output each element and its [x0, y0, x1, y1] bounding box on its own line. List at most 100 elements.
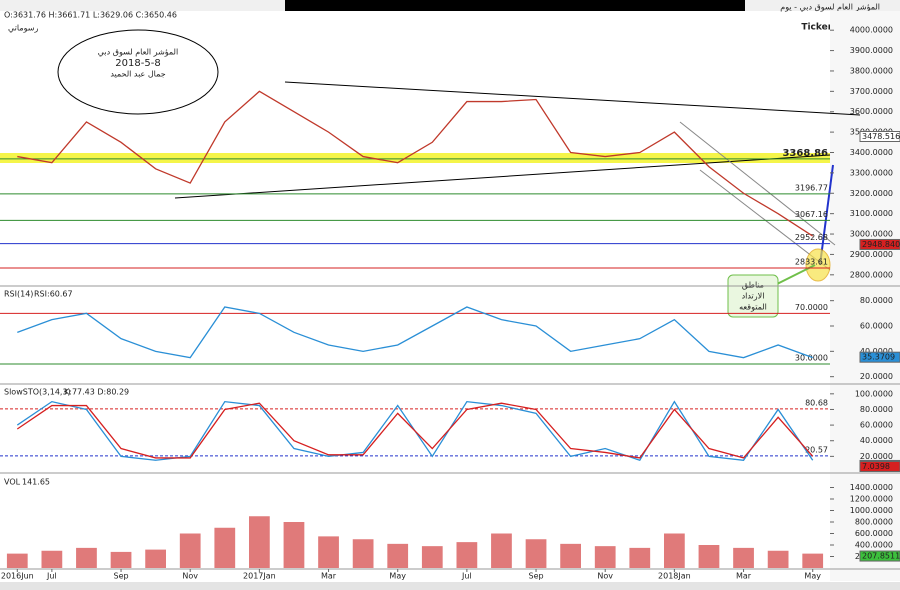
- y-tick-label: 3000.0000: [850, 230, 893, 239]
- pane-subtitle: RSI:60.67: [34, 290, 73, 299]
- y-tick-label: 80.0000: [860, 405, 893, 414]
- y-tick-label: 40.0000: [860, 347, 893, 356]
- x-tick-label: May: [804, 572, 821, 581]
- y-tick-label: 60.0000: [860, 421, 893, 430]
- y-tick-label: 3100.0000: [850, 209, 893, 218]
- menu[interactable]: رسوماتي: [8, 24, 38, 33]
- cloud: [57, 29, 219, 115]
- volume-bar: [214, 527, 236, 568]
- volume-bar: [594, 546, 616, 568]
- y-tick-label: 800.0000: [855, 518, 893, 527]
- volume-bar: [283, 522, 305, 568]
- volume-bar: [76, 547, 97, 568]
- x-tick-label: 2018Jan: [658, 572, 691, 581]
- y-tick-label: 100.0000: [855, 389, 893, 398]
- pane-title: SlowSTO(3,14,3): [4, 388, 71, 397]
- price-tag-label: 2948.8401: [862, 240, 900, 249]
- volume-bar: [698, 545, 720, 568]
- black-strip: [285, 0, 745, 11]
- volume-bar: [525, 539, 547, 568]
- x-tick-label: 2016Jun: [1, 572, 34, 581]
- volume-bar: [318, 536, 339, 568]
- level-label: 70.0000: [795, 303, 828, 312]
- volume-bar: [249, 516, 270, 568]
- y-tick-label: 60.0000: [860, 322, 893, 331]
- volume-bar: [145, 549, 166, 568]
- callout-text: الارتداد: [742, 292, 765, 301]
- volume-bar: [352, 539, 374, 568]
- y-tick-label: 3400.0000: [850, 148, 893, 157]
- trend-line: [284, 81, 861, 116]
- x-tick-label: Sep: [529, 572, 544, 581]
- price-tag-label: 207.8511: [862, 552, 900, 561]
- x-tick-label: Jul: [461, 572, 472, 581]
- price-tag: [859, 351, 900, 363]
- y-tick-label: 1000.0000: [850, 506, 893, 515]
- price-tag: [859, 460, 900, 472]
- volume-bar: [456, 542, 478, 568]
- y-tick-label: 3300.0000: [850, 168, 893, 177]
- volume-bar: [664, 533, 685, 568]
- x-tick-label: 2017Jan: [243, 572, 276, 581]
- volume-bar: [41, 550, 63, 568]
- channel-line: [679, 121, 836, 246]
- level-label: 20.57: [805, 445, 828, 454]
- y-tick-label: 3800.0000: [850, 66, 893, 75]
- volume-bar: [179, 533, 201, 568]
- x-tick-label: Nov: [182, 572, 198, 581]
- y-tick-label: 3600.0000: [850, 107, 893, 116]
- price-tag: [859, 550, 900, 562]
- price-tag: [859, 130, 900, 142]
- pane-subtitle: 141.65: [22, 478, 50, 487]
- x-tick-label: Jul: [46, 572, 57, 581]
- volume-bar: [387, 543, 409, 568]
- volume-bar: [421, 546, 443, 568]
- cloud-text: جمال عبد الحميد: [110, 70, 165, 79]
- volume-bar: [110, 551, 132, 568]
- volume-bar: [560, 543, 581, 568]
- price-tag-label: 3478.5165: [862, 132, 900, 141]
- x-tick-label: Mar: [736, 572, 752, 581]
- level-label: 3368.86: [782, 148, 828, 159]
- level-label: 2952.68: [795, 233, 828, 242]
- pane-subtitle: K:77.43 D:80.29: [64, 388, 129, 397]
- y-tick-label: 3700.0000: [850, 87, 893, 96]
- y-tick-label: 4000.0000: [850, 26, 893, 35]
- x-tick-label: Mar: [321, 572, 337, 581]
- pane-title: RSI(14): [4, 290, 33, 299]
- y-tick-label: 20.0000: [860, 372, 893, 381]
- x-tick-label: May: [389, 572, 406, 581]
- y-tick-label: 3900.0000: [850, 46, 893, 55]
- y-tick-label: 2900.0000: [850, 250, 893, 259]
- pane-title: VOL: [4, 478, 21, 487]
- ohlc: O:3631.76 H:3661.71 L:3629.06 C:3650.46: [4, 11, 177, 20]
- price-tag-label: 7.0398: [862, 462, 890, 471]
- volume-bar: [629, 547, 651, 568]
- x-tick-label: Nov: [597, 572, 613, 581]
- cloud-text: المؤشر العام لسوق دبي: [98, 48, 178, 57]
- level-label: 3067.16: [795, 210, 828, 219]
- trend-line: [174, 154, 831, 199]
- price-tag: [859, 238, 900, 250]
- level-label: 80.68: [805, 398, 828, 407]
- volume-bar: [491, 533, 512, 568]
- y-tick-label: 20.0000: [860, 452, 893, 461]
- x-tick-label: Sep: [114, 572, 129, 581]
- y-tick-label: 80.0000: [860, 296, 893, 305]
- window-title: المؤشر العام لسوق دبي - يوم: [780, 3, 880, 12]
- series-line: [16, 402, 814, 459]
- volume-bar: [733, 547, 754, 568]
- y-tick-label: 400.0000: [855, 541, 893, 550]
- scrollbar[interactable]: [0, 582, 900, 590]
- target-zone: [805, 248, 831, 282]
- callout-text: المتوقعه: [739, 303, 767, 312]
- y-tick-label: 3200.0000: [850, 189, 893, 198]
- volume-bar: [767, 550, 789, 568]
- series-line: [17, 306, 813, 359]
- price-tag-label: 35.3709: [862, 353, 895, 362]
- series-line: [17, 90, 814, 237]
- volume-bar: [802, 553, 824, 568]
- callout-text: مناطق: [742, 281, 764, 290]
- volume-bar: [6, 553, 28, 568]
